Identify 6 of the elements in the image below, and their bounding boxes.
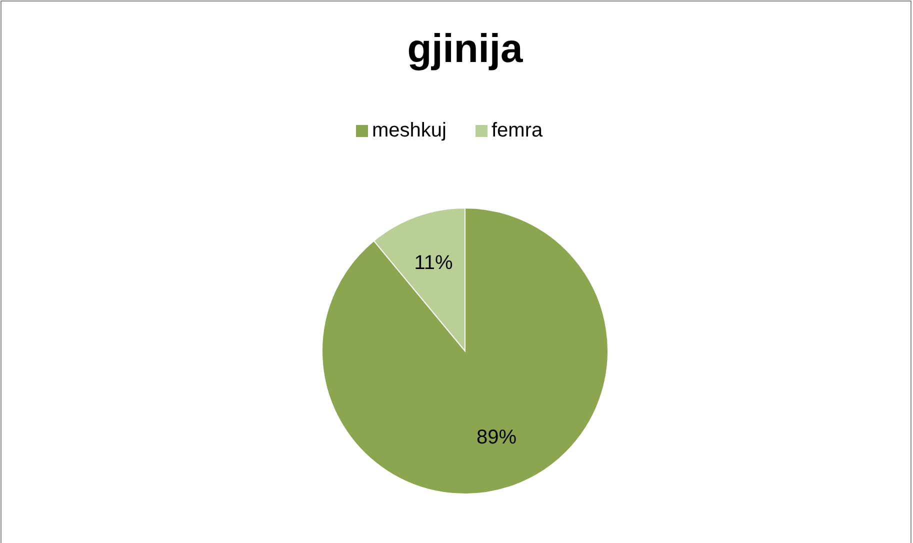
data-label: 89% — [476, 426, 517, 449]
legend-label: meshkuj — [372, 119, 446, 142]
data-label: 11% — [414, 252, 454, 274]
chart-title: gjinija — [407, 27, 524, 71]
pie-slice — [322, 208, 608, 494]
legend-label: femra — [492, 119, 544, 142]
